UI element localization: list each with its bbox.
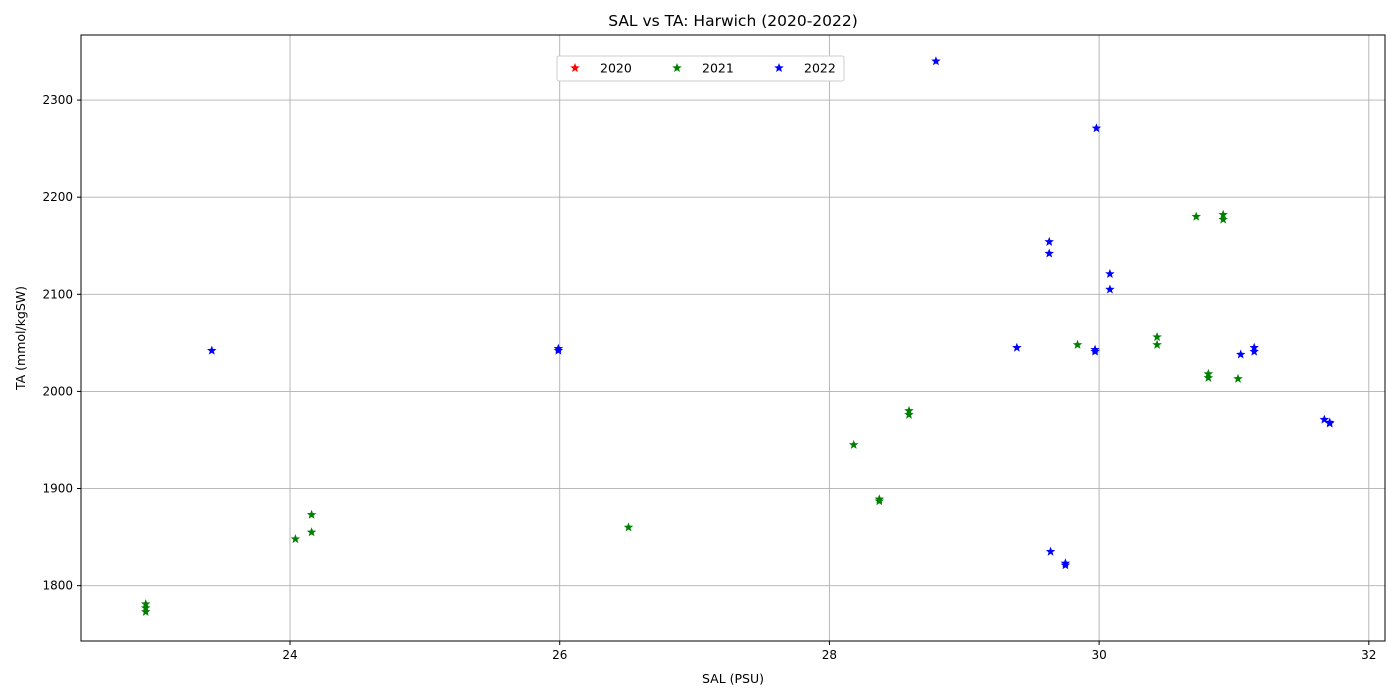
- y-tick-label: 1900: [42, 482, 73, 496]
- data-point-2021: [1233, 373, 1243, 383]
- data-point-2022: [1105, 268, 1115, 278]
- x-tick-label: 32: [1361, 648, 1376, 662]
- data-points: [140, 56, 1335, 616]
- data-point-2021: [874, 496, 885, 506]
- data-point-2021: [1072, 339, 1083, 349]
- legend-marker-2022: [774, 63, 784, 73]
- data-point-2022: [1324, 418, 1335, 428]
- x-tick-label: 30: [1091, 648, 1106, 662]
- data-point-2022: [1012, 342, 1022, 352]
- data-point-2022: [1319, 414, 1330, 424]
- grid-lines: [81, 35, 1385, 641]
- plot-frame: [80, 34, 1386, 642]
- data-point-2022: [931, 56, 941, 66]
- x-tick-label: 28: [822, 648, 837, 662]
- y-tick-label: 2000: [42, 384, 73, 398]
- data-point-2022: [1044, 236, 1054, 246]
- data-point-2022: [1060, 560, 1071, 570]
- data-point-2021: [1218, 214, 1228, 224]
- data-point-2021: [623, 522, 634, 532]
- data-point-2022: [1045, 546, 1056, 556]
- y-tick-label: 2200: [42, 190, 73, 204]
- y-axis-label: TA (mmol/kgSW): [13, 286, 28, 391]
- data-point-2022: [553, 345, 564, 355]
- legend-label-2021: 2021: [702, 61, 734, 76]
- legend-label-2022: 2022: [804, 61, 836, 76]
- y-tick-label: 2100: [42, 287, 73, 301]
- data-point-2021: [306, 509, 317, 519]
- legend-marker-2021: [672, 63, 682, 73]
- data-point-2022: [1091, 123, 1102, 133]
- data-point-2022: [1249, 346, 1259, 356]
- data-point-2022: [1090, 346, 1100, 356]
- data-point-2021: [1218, 209, 1228, 219]
- chart-title: SAL vs TA: Harwich (2020-2022): [608, 12, 858, 30]
- axis-ticks: 24 26 28 30 32 1800 1900 2000 2100 2200 2300: [42, 93, 1376, 662]
- data-point-2021: [140, 606, 151, 616]
- legend-label-2020: 2020: [600, 61, 632, 76]
- data-point-2021: [1191, 211, 1201, 221]
- data-point-2021: [1203, 372, 1214, 382]
- data-point-2021: [290, 534, 301, 544]
- x-tick-label: 26: [552, 648, 567, 662]
- data-point-2021: [1152, 332, 1162, 342]
- y-tick-label: 1800: [42, 579, 73, 593]
- x-axis-label: SAL (PSU): [702, 671, 764, 686]
- data-point-2021: [1152, 339, 1162, 349]
- data-point-2021: [306, 527, 317, 537]
- data-point-2022: [207, 345, 217, 355]
- legend-box: [556, 55, 845, 82]
- legend: 2020 2021 2022: [556, 55, 845, 82]
- data-point-2021: [848, 439, 859, 449]
- data-point-2022: [1235, 349, 1246, 359]
- legend-marker-2020: [570, 63, 580, 73]
- x-tick-label: 24: [282, 648, 297, 662]
- y-tick-label: 2300: [42, 93, 73, 107]
- data-point-2022: [1105, 284, 1115, 294]
- data-point-2021: [904, 409, 914, 419]
- data-point-2022: [1044, 248, 1054, 258]
